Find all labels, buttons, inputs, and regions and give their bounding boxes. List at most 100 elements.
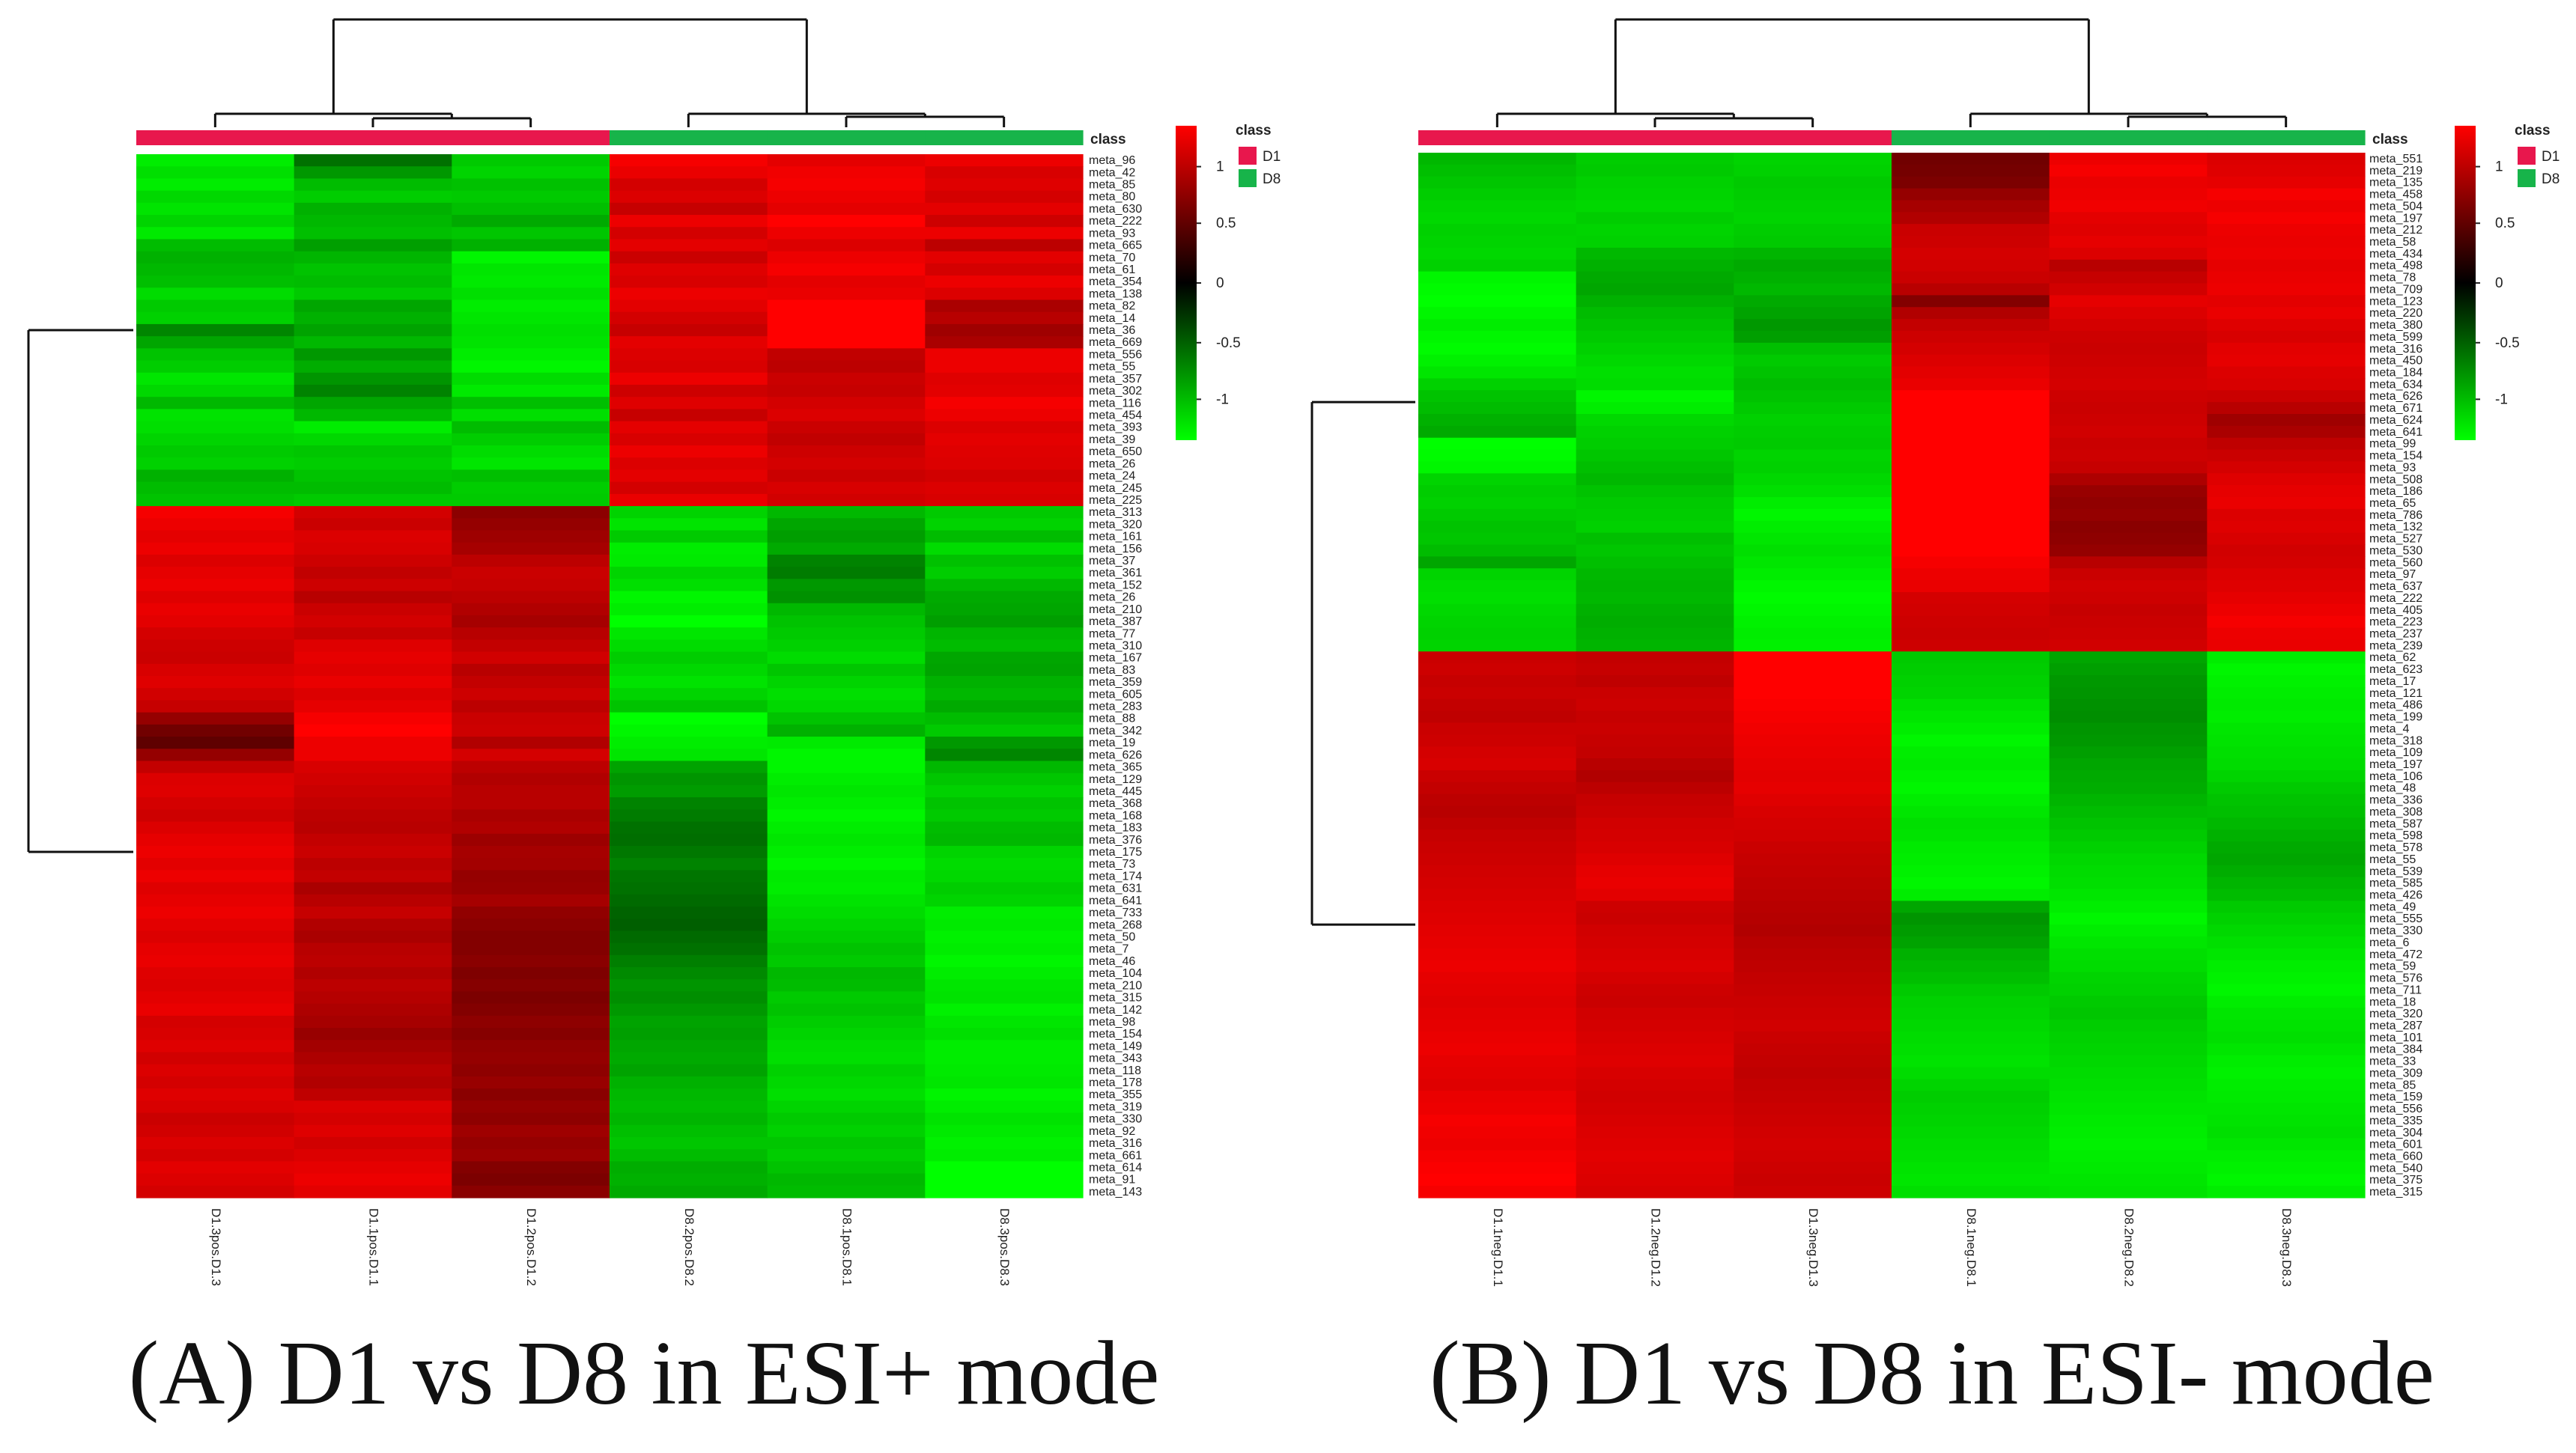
heatmap-cell	[610, 457, 768, 471]
heatmap-cell	[1734, 1162, 1892, 1175]
heatmap-cell	[2207, 330, 2366, 344]
heatmap-cell	[1734, 591, 1892, 605]
heatmap-cell	[2049, 603, 2208, 617]
heatmap-cell	[1892, 366, 2050, 380]
heatmap-cell	[925, 906, 1084, 919]
heatmap-cell	[294, 360, 452, 374]
heatmap-cell	[1734, 663, 1892, 676]
heatmap-cell	[767, 469, 926, 483]
heatmap-cell	[767, 845, 926, 859]
heatmap-cell	[452, 542, 610, 555]
heatmap-cells	[1418, 153, 2366, 1198]
heatmap-cell	[136, 785, 295, 798]
heatmap-cell	[452, 906, 610, 919]
heatmap-cell	[1576, 1055, 1734, 1068]
heatmap-cell	[1734, 449, 1892, 463]
heatmap-cell	[925, 506, 1084, 519]
heatmap-cell	[1576, 449, 1734, 463]
heatmap-cell	[1734, 212, 1892, 225]
color-scale-tick-label: 0.5	[1216, 216, 1236, 231]
row-label: meta_641	[2369, 426, 2422, 439]
heatmap-cell	[767, 615, 926, 628]
heatmap-cell	[1734, 925, 1892, 937]
heatmap-cell	[136, 979, 295, 993]
heatmap-cell	[767, 700, 926, 713]
heatmap-cell	[294, 323, 452, 337]
row-labels: meta_551meta_219meta_135meta_458meta_504…	[2369, 153, 2422, 1198]
heatmap-cell	[136, 1185, 295, 1198]
heatmap-cell	[2207, 889, 2366, 902]
heatmap-cell	[1734, 461, 1892, 474]
heatmap-cell	[136, 1028, 295, 1041]
heatmap-cell	[1892, 793, 2050, 807]
row-label: meta_183	[1089, 822, 1142, 835]
row-label: meta_671	[2369, 402, 2422, 415]
heatmap-cell	[452, 894, 610, 907]
heatmap-cell	[2207, 307, 2366, 320]
heatmap-cell	[2049, 236, 2208, 249]
heatmap-cell	[1892, 901, 2050, 913]
heatmap-cell	[1892, 865, 2050, 878]
row-label: meta_336	[2369, 794, 2422, 807]
row-label: meta_135	[2369, 177, 2422, 189]
heatmap-cell	[452, 287, 610, 301]
heatmap-cell	[2207, 948, 2366, 961]
heatmap-cell	[767, 287, 926, 301]
heatmap-cell	[136, 845, 295, 859]
row-label: meta_318	[2369, 734, 2422, 747]
heatmap-cell	[1892, 1079, 2050, 1091]
heatmap-cell	[1892, 853, 2050, 866]
row-label: meta_83	[1089, 664, 1135, 677]
heatmap-cell	[294, 591, 452, 604]
heatmap-cell	[925, 615, 1084, 628]
row-label: meta_498	[2369, 260, 2422, 272]
heatmap-cell	[1892, 841, 2050, 854]
row-label: meta_98	[1089, 1016, 1135, 1029]
heatmap-cell	[452, 178, 610, 192]
heatmap-cell	[1892, 271, 2050, 284]
legend-label: D8	[1263, 171, 1281, 187]
heatmap-cell	[925, 1040, 1084, 1053]
row-label: meta_152	[1089, 579, 1142, 591]
row-label: meta_106	[2369, 770, 2422, 783]
heatmap-cell	[1418, 247, 1577, 261]
row-label: meta_58	[2369, 236, 2416, 249]
heatmap-cell	[2207, 996, 2366, 1008]
heatmap-cell	[1576, 1067, 1734, 1079]
heatmap-cell	[1418, 200, 1577, 213]
heatmap-cell	[767, 372, 926, 386]
row-label: meta_222	[1089, 215, 1142, 228]
heatmap-cell	[1418, 877, 1577, 890]
heatmap-cell	[610, 1028, 768, 1041]
heatmap-cell	[610, 1064, 768, 1077]
heatmap-cell	[1734, 414, 1892, 427]
row-label: meta_304	[2369, 1127, 2422, 1139]
row-label: meta_80	[1089, 191, 1135, 204]
heatmap-cell	[294, 336, 452, 349]
heatmap-cell	[2207, 1055, 2366, 1068]
heatmap-cell	[1892, 734, 2050, 747]
heatmap-cell	[294, 870, 452, 883]
heatmap-cell	[1734, 865, 1892, 878]
heatmap-cell	[610, 894, 768, 907]
heatmap-cell	[136, 530, 295, 543]
heatmap-cell	[1892, 449, 2050, 463]
row-label: meta_88	[1089, 713, 1135, 725]
heatmap-cell	[1734, 164, 1892, 177]
row-label: meta_197	[2369, 758, 2422, 771]
heatmap-cell	[452, 154, 610, 167]
heatmap-cell	[2207, 1043, 2366, 1056]
heatmap-cell	[1734, 520, 1892, 534]
heatmap-cell	[2049, 520, 2208, 534]
heatmap-cell	[294, 263, 452, 276]
heatmap-cell	[1418, 236, 1577, 249]
heatmap-cell	[767, 445, 926, 458]
heatmap-cell	[925, 1100, 1084, 1114]
heatmap-cell	[452, 1040, 610, 1053]
class-bar-label: class	[2372, 132, 2408, 147]
heatmap-cell	[136, 870, 295, 883]
row-label: meta_96	[1089, 154, 1135, 167]
heatmap-cell	[2049, 449, 2208, 463]
heatmap-cell	[925, 894, 1084, 907]
row-label: meta_287	[2369, 1020, 2422, 1032]
